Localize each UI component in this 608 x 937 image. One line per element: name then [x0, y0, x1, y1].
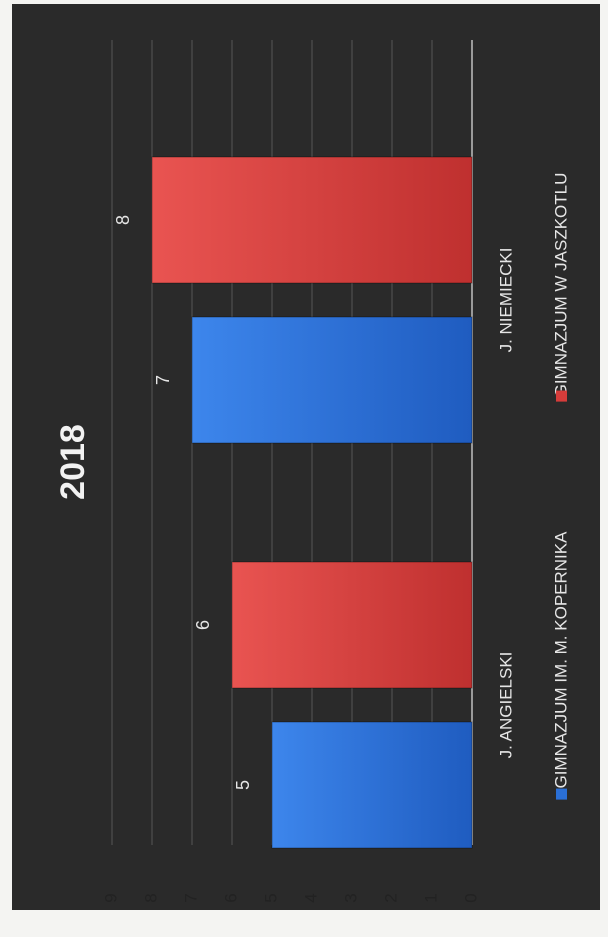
y-tick-label: 3 — [341, 893, 360, 902]
y-tick-labels: 0 1 2 3 4 5 6 7 8 9 — [101, 893, 480, 902]
y-tick-label: 7 — [181, 893, 200, 902]
bars — [151, 156, 473, 849]
chart-title: 2018 — [54, 424, 92, 500]
data-label: 7 — [153, 375, 173, 385]
bar — [231, 561, 473, 689]
data-label: 6 — [193, 620, 213, 630]
data-labels: 5 7 6 8 — [113, 215, 253, 790]
legend: GIMNAZJUM IM. M. KOPERNIKA GIMNAZJUM W JA… — [551, 173, 570, 800]
bar — [191, 316, 473, 444]
legend-swatch — [556, 390, 567, 402]
y-tick-label: 9 — [101, 893, 120, 902]
y-tick-label: 0 — [461, 893, 480, 902]
y-tick-label: 5 — [261, 893, 280, 902]
bar — [271, 721, 473, 849]
legend-swatch — [556, 788, 567, 800]
category-label: J. NIEMIECKI — [496, 248, 515, 353]
y-tick-label: 1 — [421, 893, 440, 902]
y-tick-label: 8 — [141, 893, 160, 902]
y-tick-label: 4 — [301, 893, 320, 902]
category-label: J. ANGIELSKI — [496, 652, 515, 759]
bar — [151, 156, 473, 284]
legend-label: GIMNAZJUM W JASZKOTLU — [551, 173, 570, 398]
y-tick-label: 6 — [221, 893, 240, 902]
category-labels: J. ANGIELSKI J. NIEMIECKI — [496, 248, 515, 759]
data-label: 5 — [233, 780, 253, 790]
y-tick-label: 2 — [381, 893, 400, 902]
legend-label: GIMNAZJUM IM. M. KOPERNIKA — [551, 531, 570, 789]
data-label: 8 — [113, 215, 133, 225]
